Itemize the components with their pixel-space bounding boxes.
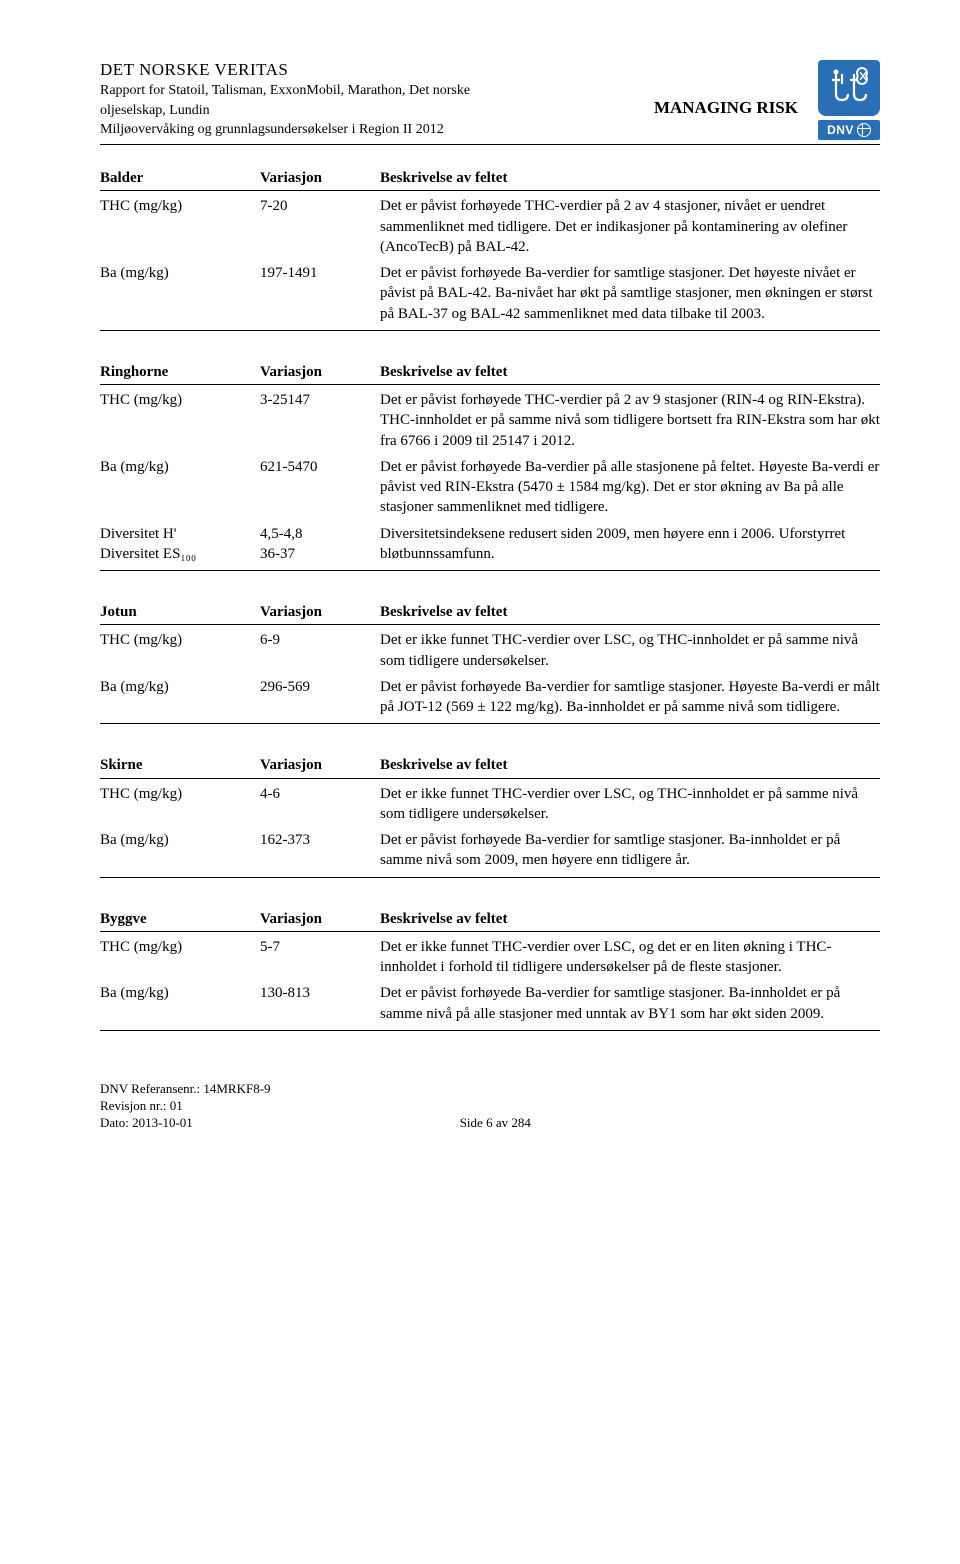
range-cell: 5-7 xyxy=(260,937,380,978)
desc-cell: Det er påvist forhøyede Ba-verdier for s… xyxy=(380,830,880,871)
table-row: THC (mg/kg) 5-7 Det er ikke funnet THC-v… xyxy=(100,934,880,981)
table-row: Ba (mg/kg) 621-5470 Det er påvist forhøy… xyxy=(100,454,880,521)
col-variasjon: Variasjon xyxy=(260,362,380,382)
table-row: Ba (mg/kg) 130-813 Det er påvist forhøye… xyxy=(100,980,880,1031)
survey-line: Miljøovervåking og grunnlagsundersøkelse… xyxy=(100,122,634,138)
header-right: MANAGING RISK DNV xyxy=(654,60,880,140)
footer-date: Dato: 2013-10-01 xyxy=(100,1115,271,1132)
globe-icon xyxy=(857,123,871,137)
desc-cell: Det er påvist forhøyede Ba-verdier for s… xyxy=(380,983,880,1024)
footer-page-number: Side 6 av 284 xyxy=(271,1115,720,1132)
col-beskrivelse: Beskrivelse av feltet xyxy=(380,602,880,622)
table-balder: Balder Variasjon Beskrivelse av feltet T… xyxy=(100,165,880,331)
col-beskrivelse: Beskrivelse av feltet xyxy=(380,755,880,775)
table-row: THC (mg/kg) 7-20 Det er påvist forhøyede… xyxy=(100,193,880,260)
col-beskrivelse: Beskrivelse av feltet xyxy=(380,909,880,929)
col-variasjon: Variasjon xyxy=(260,602,380,622)
report-for-line1: Rapport for Statoil, Talisman, ExxonMobi… xyxy=(100,82,634,100)
table-skirne: Skirne Variasjon Beskrivelse av feltet T… xyxy=(100,752,880,877)
table-row: Diversitet H' Diversitet ES₁₀₀ 4,5-4,8 3… xyxy=(100,521,880,572)
param-cell: THC (mg/kg) xyxy=(100,630,260,671)
desc-cell: Det er påvist forhøyede THC-verdier på 2… xyxy=(380,196,880,257)
desc-cell: Det er påvist forhøyede Ba-verdier for s… xyxy=(380,263,880,324)
table-header-row: Byggve Variasjon Beskrivelse av feltet xyxy=(100,906,880,932)
param-cell: THC (mg/kg) xyxy=(100,937,260,978)
range-cell: 7-20 xyxy=(260,196,380,257)
table-jotun: Jotun Variasjon Beskrivelse av feltet TH… xyxy=(100,599,880,724)
range-cell: 162-373 xyxy=(260,830,380,871)
range-cell: 621-5470 xyxy=(260,457,380,518)
footer-ref: DNV Referansenr.: 14MRKF8-9 xyxy=(100,1081,271,1098)
param-cell: THC (mg/kg) xyxy=(100,390,260,451)
page-header: DET NORSKE VERITAS Rapport for Statoil, … xyxy=(100,60,880,145)
dnv-logo-badge: DNV xyxy=(818,120,880,140)
header-left: DET NORSKE VERITAS Rapport for Statoil, … xyxy=(100,60,634,138)
table-row: THC (mg/kg) 6-9 Det er ikke funnet THC-v… xyxy=(100,627,880,674)
desc-cell: Det er påvist forhøyede Ba-verdier på al… xyxy=(380,457,880,518)
desc-cell: Det er ikke funnet THC-verdier over LSC,… xyxy=(380,784,880,825)
table-row: Ba (mg/kg) 296-569 Det er påvist forhøye… xyxy=(100,674,880,725)
desc-cell: Det er påvist forhøyede Ba-verdier for s… xyxy=(380,677,880,718)
table-title: Skirne xyxy=(100,755,260,775)
col-variasjon: Variasjon xyxy=(260,909,380,929)
logo-stack: DNV xyxy=(818,60,880,140)
col-beskrivelse: Beskrivelse av feltet xyxy=(380,362,880,382)
table-title: Jotun xyxy=(100,602,260,622)
table-title: Balder xyxy=(100,168,260,188)
param-cell: THC (mg/kg) xyxy=(100,784,260,825)
param-cell: Ba (mg/kg) xyxy=(100,677,260,718)
desc-cell: Det er ikke funnet THC-verdier over LSC,… xyxy=(380,937,880,978)
table-header-row: Skirne Variasjon Beskrivelse av feltet xyxy=(100,752,880,778)
table-header-row: Ringhorne Variasjon Beskrivelse av felte… xyxy=(100,359,880,385)
range-cell: 130-813 xyxy=(260,983,380,1024)
range-cell: 6-9 xyxy=(260,630,380,671)
range-cell: 4,5-4,8 36-37 xyxy=(260,524,380,565)
col-variasjon: Variasjon xyxy=(260,168,380,188)
param-cell: Diversitet H' Diversitet ES₁₀₀ xyxy=(100,524,260,565)
table-row: THC (mg/kg) 4-6 Det er ikke funnet THC-v… xyxy=(100,781,880,828)
param-cell: Ba (mg/kg) xyxy=(100,983,260,1024)
range-cell: 3-25147 xyxy=(260,390,380,451)
table-ringhorne: Ringhorne Variasjon Beskrivelse av felte… xyxy=(100,359,880,571)
org-name: DET NORSKE VERITAS xyxy=(100,60,634,80)
table-row: Ba (mg/kg) 162-373 Det er påvist forhøye… xyxy=(100,827,880,878)
table-title: Ringhorne xyxy=(100,362,260,382)
param-cell: Ba (mg/kg) xyxy=(100,457,260,518)
param-cell: Ba (mg/kg) xyxy=(100,263,260,324)
col-beskrivelse: Beskrivelse av feltet xyxy=(380,168,880,188)
col-variasjon: Variasjon xyxy=(260,755,380,775)
param-cell: THC (mg/kg) xyxy=(100,196,260,257)
dnv-shield-icon xyxy=(818,60,880,116)
range-cell: 4-6 xyxy=(260,784,380,825)
desc-cell: Diversitetsindeksene redusert siden 2009… xyxy=(380,524,880,565)
table-header-row: Balder Variasjon Beskrivelse av feltet xyxy=(100,165,880,191)
table-row: Ba (mg/kg) 197-1491 Det er påvist forhøy… xyxy=(100,260,880,331)
param-cell: Ba (mg/kg) xyxy=(100,830,260,871)
range-cell: 197-1491 xyxy=(260,263,380,324)
footer-rev: Revisjon nr.: 01 xyxy=(100,1098,271,1115)
table-byggve: Byggve Variasjon Beskrivelse av feltet T… xyxy=(100,906,880,1031)
footer-left: DNV Referansenr.: 14MRKF8-9 Revisjon nr.… xyxy=(100,1081,271,1132)
table-title: Byggve xyxy=(100,909,260,929)
table-row: THC (mg/kg) 3-25147 Det er påvist forhøy… xyxy=(100,387,880,454)
range-cell: 296-569 xyxy=(260,677,380,718)
managing-risk-label: MANAGING RISK xyxy=(654,98,798,118)
report-for-line2: oljeselskap, Lundin xyxy=(100,102,634,120)
desc-cell: Det er ikke funnet THC-verdier over LSC,… xyxy=(380,630,880,671)
desc-cell: Det er påvist forhøyede THC-verdier på 2… xyxy=(380,390,880,451)
table-header-row: Jotun Variasjon Beskrivelse av feltet xyxy=(100,599,880,625)
page-footer: DNV Referansenr.: 14MRKF8-9 Revisjon nr.… xyxy=(100,1081,880,1132)
